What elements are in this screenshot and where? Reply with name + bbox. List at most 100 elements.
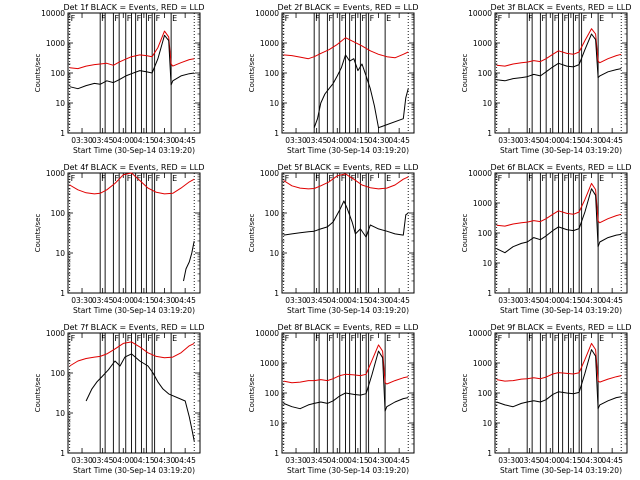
x-tick-label: 03:45 [92, 296, 114, 305]
y-axis-label: Counts/sec [248, 214, 256, 253]
y-tick-label: 100 [478, 69, 493, 78]
x-tick-label: 04:00 [539, 456, 561, 465]
x-tick-label: 03:45 [306, 136, 328, 145]
x-axis-label: Start Time (30-Sep-14 03:19:20) [500, 146, 622, 155]
series-line-events [496, 33, 622, 82]
plot-frame [494, 332, 628, 454]
interval-marker: F [361, 334, 366, 343]
chart-title: Det 1f BLACK = Events, RED = LLD [63, 3, 204, 12]
x-tick-label: 03:30 [498, 456, 520, 465]
interval-marker: E [172, 14, 177, 23]
y-axis-label: Counts/sec [34, 214, 42, 253]
chart-panel-2: Det 2f BLACK = Events, RED = LLD Counts/s… [248, 3, 419, 155]
interval-marker: F [127, 174, 132, 183]
interval-marker: E [386, 14, 391, 23]
interval-marker: F [101, 334, 106, 343]
interval-marker: F [114, 174, 119, 183]
y-tick-label: 10 [55, 99, 65, 108]
interval-marker: F [554, 174, 559, 183]
y-axis-label: Counts/sec [461, 214, 469, 253]
interval-marker: F [341, 174, 346, 183]
interval-marker: F [315, 334, 320, 343]
x-axis-label: Start Time (30-Sep-14 03:19:20) [287, 466, 409, 475]
x-tick-label: 04:00 [539, 136, 561, 145]
y-tick-label: 1 [274, 449, 279, 458]
interval-marker: F [541, 14, 546, 23]
interval-marker: E [599, 334, 604, 343]
x-tick-label: 03:30 [71, 296, 93, 305]
chart-title: Det 8f BLACK = Events, RED = LLD [277, 323, 418, 332]
x-tick-label: 04:45 [601, 136, 623, 145]
x-tick-label: 04:45 [388, 136, 410, 145]
interval-marker: F [114, 14, 119, 23]
interval-marker: F [285, 14, 290, 23]
x-axis-label: Start Time (30-Sep-14 03:19:20) [287, 306, 409, 315]
interval-marker: F [564, 14, 569, 23]
x-tick-label: 03:30 [285, 296, 307, 305]
x-tick-label: 04:45 [601, 456, 623, 465]
y-tick-label: 1000 [260, 39, 279, 48]
plot-frame [494, 172, 628, 294]
series-line-lld [69, 30, 195, 70]
x-tick-label: 04:00 [112, 456, 134, 465]
interval-marker: F [127, 14, 132, 23]
x-tick-label: 04:00 [112, 296, 134, 305]
interval-marker: F [285, 174, 290, 183]
plot-frame [67, 172, 201, 294]
y-tick-label: 10000 [41, 9, 65, 18]
y-tick-label: 1000 [473, 199, 492, 208]
interval-marker: F [147, 14, 152, 23]
interval-marker: F [554, 14, 559, 23]
interval-marker: E [599, 174, 604, 183]
interval-marker: F [127, 334, 132, 343]
series-line-lld [496, 28, 622, 67]
interval-marker: F [147, 334, 152, 343]
x-tick-label: 04:00 [112, 136, 134, 145]
series-line-lld [69, 172, 195, 195]
y-tick-label: 10 [482, 419, 492, 428]
interval-marker: F [564, 334, 569, 343]
interval-marker: E [599, 14, 604, 23]
interval-marker: F [583, 174, 588, 183]
y-tick-label: 1000 [473, 39, 492, 48]
x-tick-label: 04:45 [388, 296, 410, 305]
y-axis-label: Counts/sec [461, 54, 469, 93]
y-tick-label: 10 [269, 249, 279, 258]
x-tick-label: 03:45 [519, 296, 541, 305]
y-tick-label: 1 [487, 449, 492, 458]
interval-marker: F [574, 174, 579, 183]
y-tick-label: 100 [51, 209, 66, 218]
interval-marker: F [101, 14, 106, 23]
chart-title: Det 2f BLACK = Events, RED = LLD [277, 3, 418, 12]
interval-marker: F [541, 334, 546, 343]
chart-panel-5: Det 5f BLACK = Events, RED = LLD Counts/s… [248, 163, 419, 315]
x-tick-label: 04:30 [368, 296, 390, 305]
interval-marker: E [172, 174, 177, 183]
plot-frame [67, 332, 201, 454]
x-tick-label: 04:30 [154, 136, 176, 145]
y-tick-label: 100 [265, 209, 280, 218]
x-tick-label: 03:45 [92, 456, 114, 465]
chart-panel-6: Det 6f BLACK = Events, RED = LLD Counts/s… [461, 163, 632, 315]
y-tick-label: 1 [487, 289, 492, 298]
y-tick-label: 10 [482, 99, 492, 108]
series-line-lld [496, 182, 622, 227]
chart-title: Det 7f BLACK = Events, RED = LLD [63, 323, 204, 332]
x-tick-label: 04:30 [581, 456, 603, 465]
interval-marker: F [498, 14, 503, 23]
y-tick-label: 10000 [468, 169, 492, 178]
y-tick-label: 10 [269, 99, 279, 108]
interval-marker: F [528, 334, 533, 343]
x-tick-label: 04:45 [174, 456, 196, 465]
y-axis-label: Counts/sec [461, 374, 469, 413]
interval-marker: F [71, 14, 76, 23]
series-line-events [496, 349, 622, 410]
y-tick-label: 100 [478, 229, 493, 238]
x-tick-label: 04:45 [174, 296, 196, 305]
x-tick-label: 04:30 [581, 136, 603, 145]
series-line-lld [283, 344, 409, 385]
interval-marker: F [370, 14, 375, 23]
interval-marker: F [156, 14, 161, 23]
chart-title: Det 9f BLACK = Events, RED = LLD [490, 323, 631, 332]
y-tick-label: 10000 [255, 329, 279, 338]
